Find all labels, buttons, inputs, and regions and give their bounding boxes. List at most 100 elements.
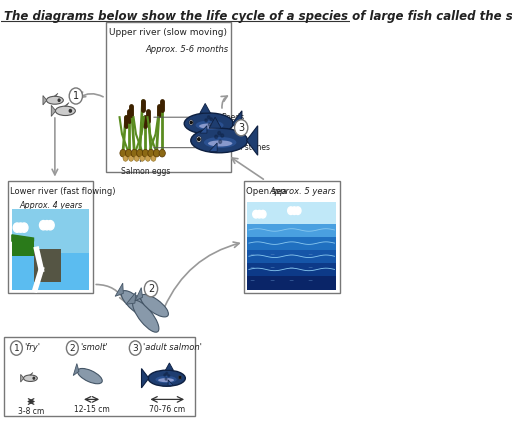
Text: Salmon eggs: Salmon eggs: [121, 160, 170, 176]
Circle shape: [168, 375, 169, 377]
Text: 1: 1: [73, 91, 79, 101]
Circle shape: [33, 377, 35, 379]
Bar: [12, 209, 89, 253]
Text: ~: ~: [307, 265, 313, 270]
Text: 2: 2: [148, 284, 154, 294]
Ellipse shape: [133, 300, 159, 332]
Circle shape: [17, 223, 25, 232]
Text: 'adult salmon': 'adult salmon': [143, 343, 202, 352]
Text: 2: 2: [70, 343, 75, 353]
Polygon shape: [43, 96, 47, 105]
Circle shape: [120, 149, 126, 157]
Text: ~: ~: [288, 265, 293, 270]
Text: Upper river (slow moving): Upper river (slow moving): [109, 28, 227, 37]
Bar: [12, 253, 89, 289]
Polygon shape: [12, 235, 33, 241]
Circle shape: [140, 155, 145, 161]
Polygon shape: [30, 372, 33, 375]
Circle shape: [166, 372, 167, 374]
Text: ~: ~: [250, 252, 255, 257]
Text: 'fry': 'fry': [24, 343, 40, 352]
Text: Lower river (fast flowing): Lower river (fast flowing): [10, 187, 116, 196]
Circle shape: [39, 221, 47, 230]
Text: Approx. 4 years: Approx. 4 years: [19, 201, 82, 210]
Circle shape: [165, 378, 167, 380]
Circle shape: [134, 155, 139, 161]
Circle shape: [151, 155, 156, 161]
Circle shape: [130, 341, 141, 355]
Bar: [8, 181, 93, 293]
Polygon shape: [200, 103, 210, 113]
Circle shape: [10, 341, 23, 355]
Circle shape: [164, 374, 166, 376]
Ellipse shape: [47, 96, 63, 104]
Text: ~: ~: [269, 252, 274, 257]
Text: 1: 1: [13, 343, 19, 353]
Text: Approx. 5-6 months: Approx. 5-6 months: [146, 45, 229, 54]
Bar: [247, 276, 336, 289]
Circle shape: [69, 88, 82, 104]
Text: Reeds: Reeds: [154, 113, 244, 122]
Text: ~: ~: [288, 278, 293, 283]
Circle shape: [159, 149, 165, 157]
Polygon shape: [51, 105, 56, 116]
Polygon shape: [141, 368, 149, 388]
Circle shape: [207, 116, 210, 119]
Circle shape: [13, 223, 21, 232]
Text: 70-76 cm: 70-76 cm: [149, 405, 185, 414]
Text: 3: 3: [238, 123, 244, 133]
Text: 12-15 cm: 12-15 cm: [74, 405, 110, 414]
Polygon shape: [73, 364, 79, 376]
Ellipse shape: [24, 375, 37, 382]
Polygon shape: [135, 288, 142, 301]
Circle shape: [234, 120, 248, 136]
Circle shape: [123, 155, 128, 161]
Polygon shape: [168, 380, 174, 385]
Ellipse shape: [184, 113, 233, 134]
Text: ~: ~: [269, 265, 274, 270]
Circle shape: [144, 280, 158, 297]
Circle shape: [178, 375, 182, 380]
Circle shape: [125, 149, 132, 157]
Text: ~: ~: [288, 252, 293, 257]
Ellipse shape: [208, 140, 232, 147]
Polygon shape: [165, 363, 174, 370]
Circle shape: [253, 210, 259, 218]
Bar: [4, 337, 195, 416]
Polygon shape: [20, 374, 24, 382]
Circle shape: [221, 134, 224, 137]
Circle shape: [219, 140, 222, 143]
Circle shape: [58, 99, 60, 101]
Circle shape: [218, 131, 221, 135]
Circle shape: [67, 341, 78, 355]
Polygon shape: [209, 143, 217, 152]
Circle shape: [69, 110, 72, 112]
Circle shape: [148, 149, 154, 157]
Text: Approx. 5 years: Approx. 5 years: [270, 187, 336, 196]
Text: Small stones: Small stones: [154, 143, 270, 152]
Ellipse shape: [141, 295, 168, 317]
Ellipse shape: [191, 128, 248, 153]
Bar: [105, 22, 231, 172]
Bar: [247, 264, 336, 276]
Polygon shape: [200, 126, 207, 133]
Polygon shape: [247, 126, 258, 155]
Text: ~: ~: [307, 252, 313, 257]
Polygon shape: [126, 292, 136, 304]
Circle shape: [129, 155, 134, 161]
Circle shape: [288, 207, 294, 215]
Bar: [247, 237, 336, 250]
Circle shape: [145, 155, 151, 161]
Text: ~: ~: [269, 278, 274, 283]
Text: 3-8 cm: 3-8 cm: [18, 407, 44, 416]
Circle shape: [137, 149, 143, 157]
Ellipse shape: [204, 137, 237, 148]
Circle shape: [210, 118, 212, 121]
Circle shape: [295, 207, 301, 215]
Text: ~: ~: [307, 278, 313, 283]
Bar: [12, 241, 33, 256]
Circle shape: [196, 136, 202, 142]
Text: 3: 3: [133, 343, 138, 353]
Circle shape: [198, 138, 200, 141]
Text: ~: ~: [250, 278, 255, 283]
